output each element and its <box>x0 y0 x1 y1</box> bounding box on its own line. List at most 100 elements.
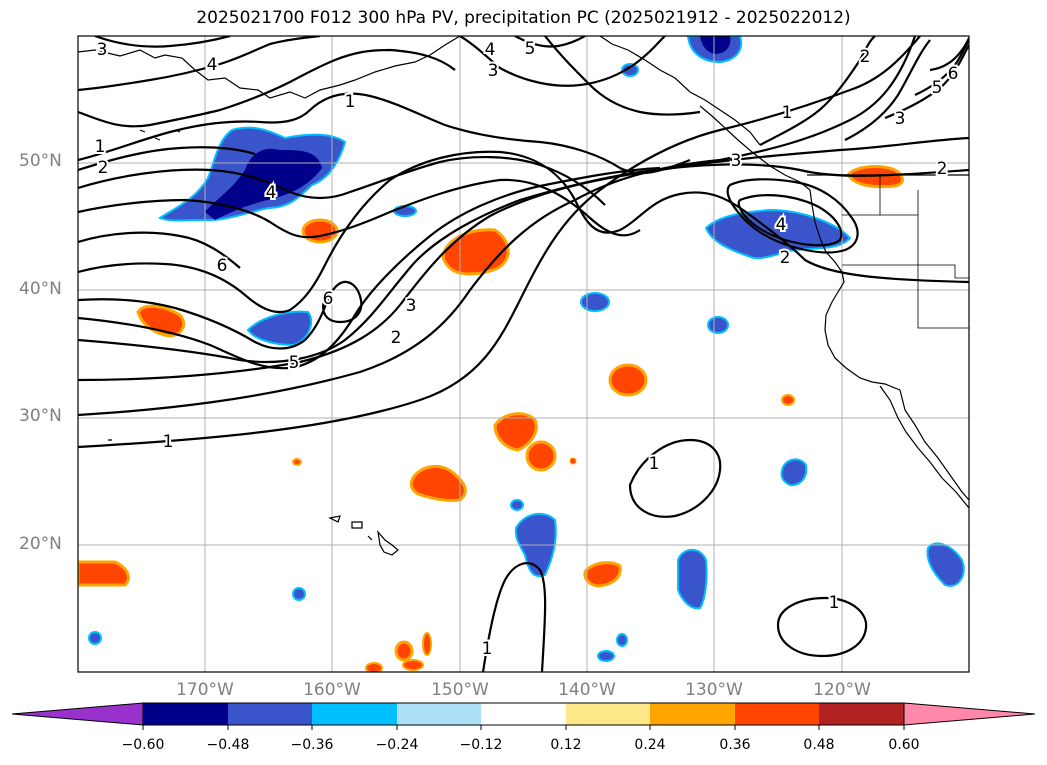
pv-contour-18 <box>544 36 701 116</box>
colorbar-segment <box>735 703 819 725</box>
pv-contour-13 <box>78 48 456 128</box>
contour-label: 6 <box>217 256 228 276</box>
lat-label-40n: 40°N <box>19 279 62 299</box>
contour-label: 3 <box>731 151 742 171</box>
us-west-coast <box>809 189 901 391</box>
pv-contour-26 <box>628 438 722 518</box>
colorbar-tick-label: 0.60 <box>888 737 920 753</box>
baja-coast <box>899 389 969 501</box>
pv-contour-21 <box>759 36 876 146</box>
bc-coast <box>699 105 811 191</box>
contour-label: 6 <box>948 64 959 84</box>
precip-dot-n <box>394 640 414 662</box>
contour-label: 4 <box>776 215 787 235</box>
precip-blob-central-pacific <box>246 310 313 347</box>
colorbar-under-arrow <box>11 702 144 726</box>
lat-label-30n: 30°N <box>19 406 62 426</box>
map-plot-area: 3 4 4 5 3 1 1 2 6 5 6 3 2 1 4 3 1 2 2 5 … <box>78 36 969 672</box>
contour-label: 3 <box>895 109 906 129</box>
contour-label: 1 <box>345 92 356 112</box>
precip-dot-o <box>422 632 432 656</box>
precip-dot-r <box>292 458 302 466</box>
colorbar-tick-label: −0.12 <box>459 737 503 753</box>
precip-dot-e <box>510 499 524 511</box>
lon-label-150w: 150°W <box>431 680 489 700</box>
precip-dot-g <box>88 631 102 645</box>
colorbar-segment <box>312 703 397 725</box>
pv-contour-17 <box>514 36 586 48</box>
precip-core-north-top <box>700 36 731 54</box>
contour-label: 1 <box>163 432 174 452</box>
colorbar-tick-label: −0.60 <box>121 737 165 753</box>
precip-dot-q <box>365 662 383 672</box>
pv-contour-labels: 3 4 4 5 3 1 1 2 6 5 6 3 2 1 4 3 1 2 2 5 … <box>93 37 961 661</box>
precip-dot-k <box>608 363 648 397</box>
pv-contour-15 <box>94 36 231 48</box>
contour-label: 4 <box>266 183 277 203</box>
pv-contour-6 <box>78 280 363 350</box>
lon-label-140w: 140°W <box>558 680 616 700</box>
pv-contour-12 <box>78 92 691 175</box>
pv-contour-11 <box>78 146 256 172</box>
colorbar-over-arrow <box>903 702 1036 726</box>
colorbar-tick-label: 0.36 <box>719 737 751 753</box>
colorbar-segment <box>819 703 904 725</box>
contour-label: 5 <box>289 353 300 373</box>
contour-label: 1 <box>782 103 793 123</box>
precip-dot-m <box>781 394 795 406</box>
lat-label-50n: 50°N <box>19 151 62 171</box>
colorbar-segment <box>481 703 566 725</box>
pv-contour-1 <box>78 36 921 449</box>
precip-core-gulf-alaska <box>205 148 322 220</box>
colorbar-segment <box>566 703 650 725</box>
pv-contour-3 <box>78 136 969 382</box>
precip-blob-wcoast <box>78 560 130 587</box>
hawaii <box>328 515 399 556</box>
colorbar-tick-label: 0.48 <box>803 737 835 753</box>
us-state-borders <box>842 175 969 329</box>
map-frame <box>77 35 970 673</box>
pv-contour-14 <box>78 36 321 92</box>
lon-label-170w: 170°W <box>176 680 234 700</box>
pv-contours <box>78 36 969 672</box>
colorbar-tick-label: −0.36 <box>290 737 334 753</box>
colorbar-segment <box>143 703 228 725</box>
pv-contour-25 <box>929 37 969 72</box>
contour-label: 5 <box>932 78 943 98</box>
contour-label: 2 <box>98 158 109 178</box>
contour-label: 3 <box>488 61 499 81</box>
pv-contour-2 <box>78 36 917 417</box>
contour-label: 2 <box>780 248 791 268</box>
precip-blob-south-mid <box>677 548 708 610</box>
pv-contour-8 <box>78 231 241 269</box>
contour-label: 3 <box>97 40 108 60</box>
precip-dot-d <box>621 63 639 77</box>
colorbar-outline <box>142 702 905 726</box>
contour-label: 4 <box>485 40 496 60</box>
pv-contour-23 <box>884 44 969 120</box>
precip-dot-h <box>616 633 628 647</box>
colorbar-tick-label: 0.24 <box>634 737 666 753</box>
contour-label: 1 <box>95 137 106 157</box>
map-title: 2025021700 F012 300 hPa PV, precipitatio… <box>196 8 851 28</box>
precip-blob-k2 <box>493 412 538 452</box>
precip-dot-i <box>597 650 615 662</box>
contour-label: 1 <box>649 454 660 474</box>
precip-dot-a <box>580 292 610 312</box>
colorbar-tick-label: −0.48 <box>206 737 250 753</box>
pv-contour-27 <box>776 596 868 658</box>
lon-label-120w: 120°W <box>813 680 871 700</box>
contour-label: 4 <box>207 55 218 75</box>
colorbar <box>11 702 1036 730</box>
pv-contour-19 <box>726 178 859 254</box>
mexico-coast <box>879 385 969 509</box>
lon-label-160w: 160°W <box>303 680 361 700</box>
contour-label: 2 <box>860 47 871 67</box>
pv-contour-9 <box>78 178 641 239</box>
contour-label: 1 <box>482 639 493 659</box>
pv-contour-16 <box>459 36 666 87</box>
colorbar-tick-label: 0.12 <box>550 737 582 753</box>
contour-label: 6 <box>323 289 334 309</box>
contour-label: 3 <box>406 296 417 316</box>
